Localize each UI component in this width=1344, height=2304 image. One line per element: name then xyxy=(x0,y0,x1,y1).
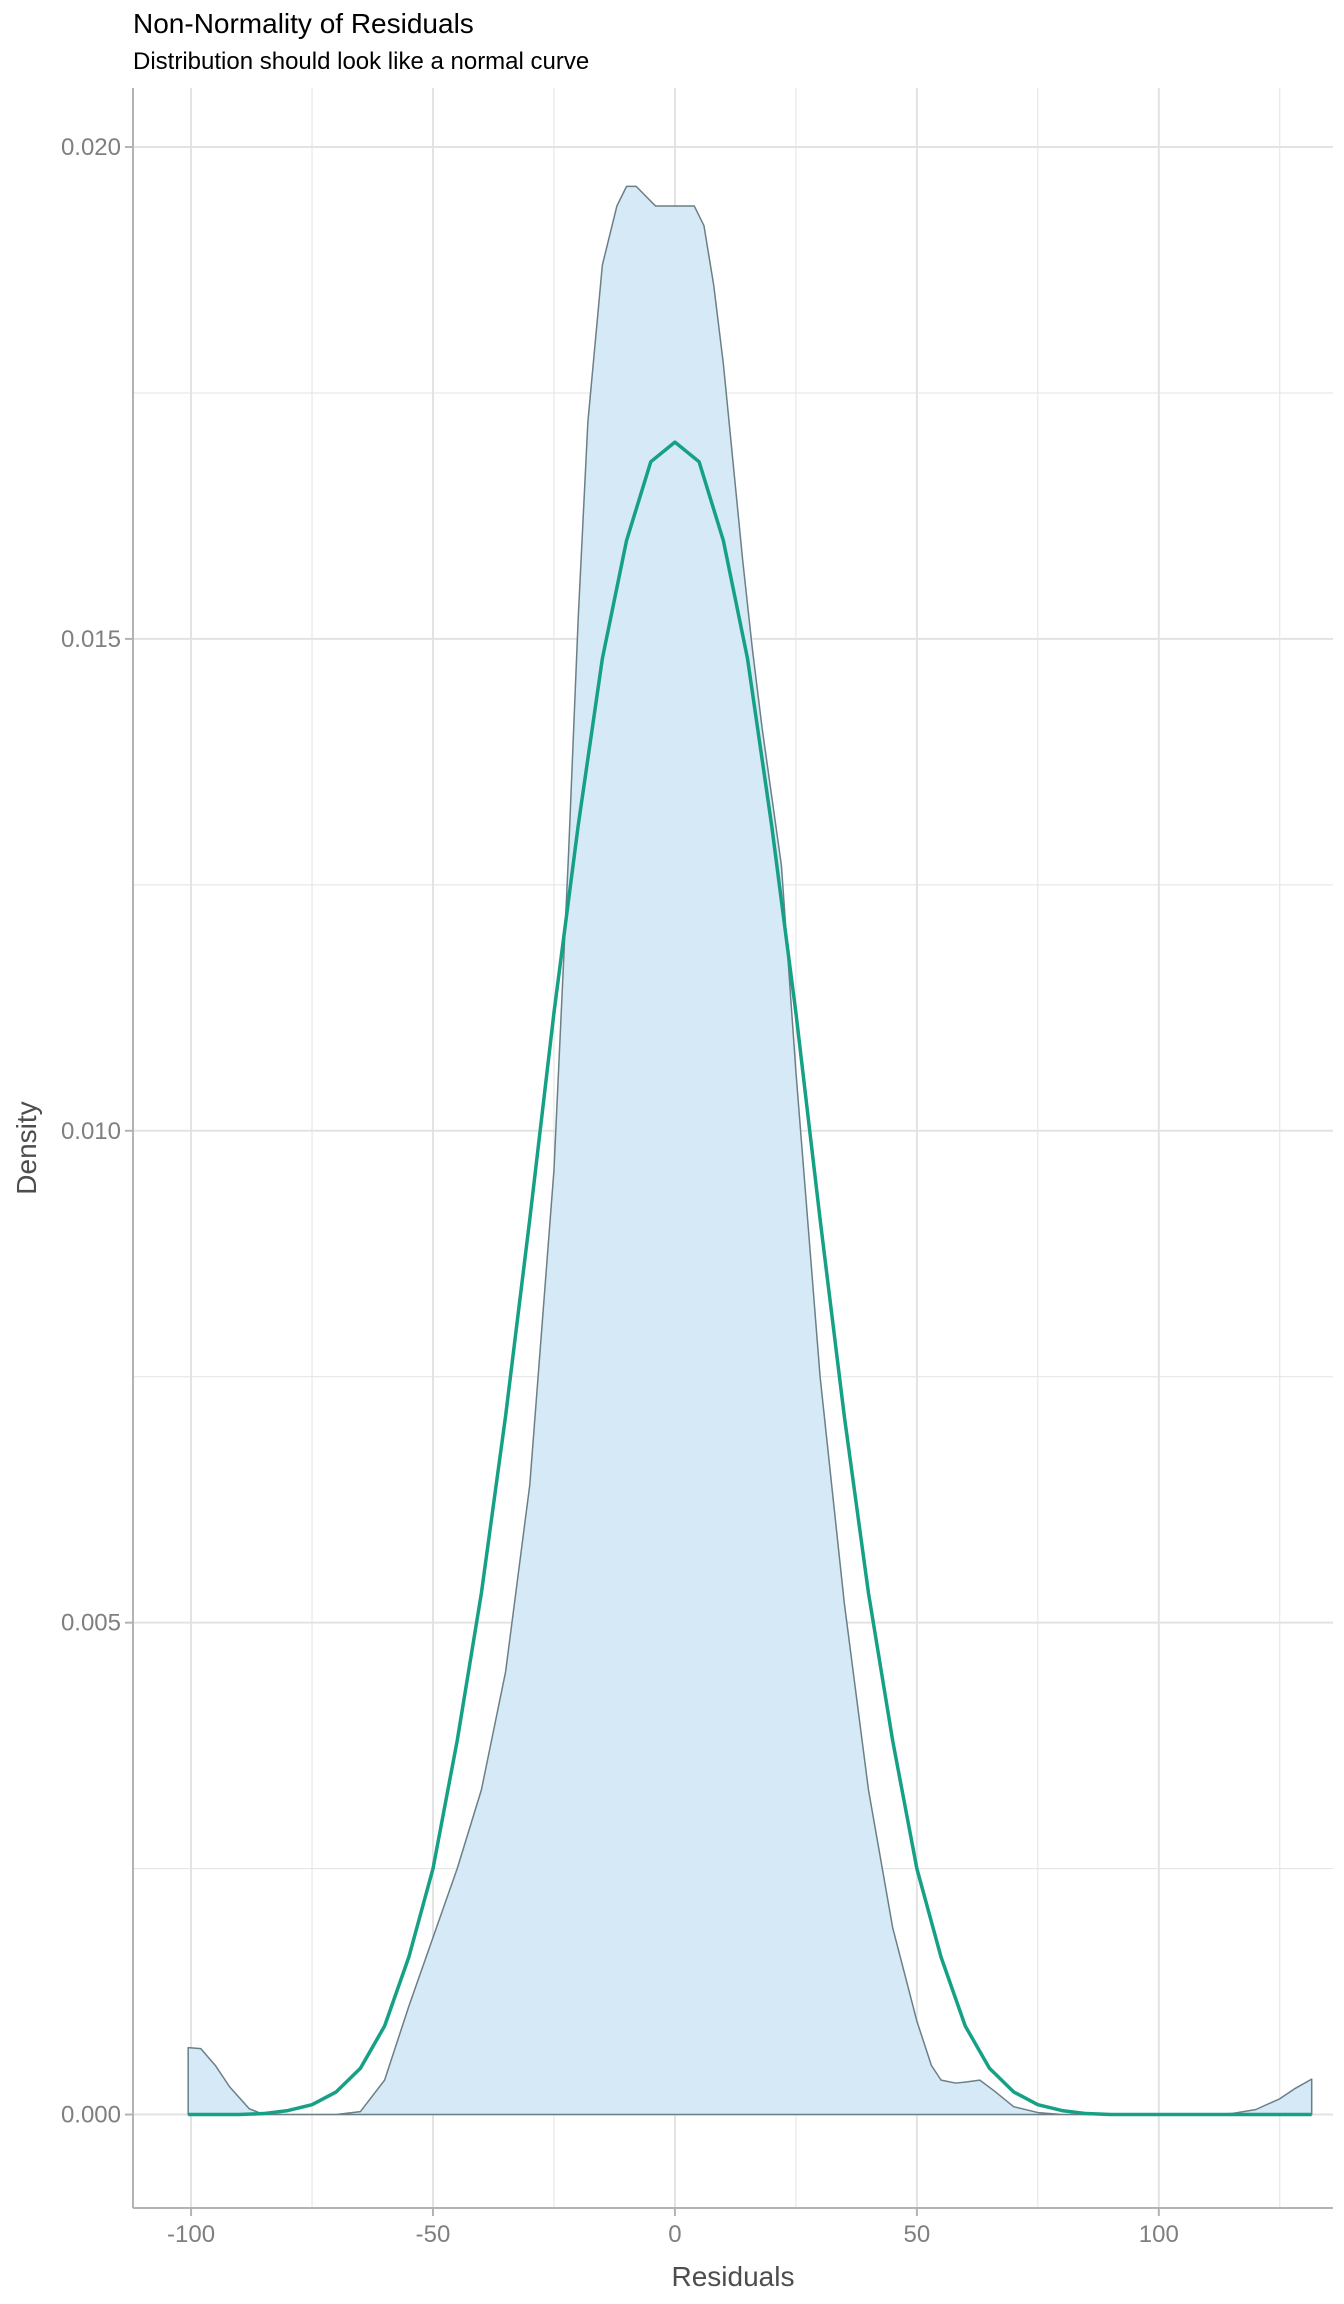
normal-curve-line xyxy=(188,440,1312,2117)
x-tick-label: -100 xyxy=(167,2221,215,2248)
chart-marks xyxy=(187,185,1313,2117)
chart-subtitle: Distribution should look like a normal c… xyxy=(133,48,590,75)
chart-title: Non-Normality of Residuals xyxy=(133,8,474,39)
axes xyxy=(125,88,1333,2216)
y-tick-label: 0.015 xyxy=(61,626,121,653)
x-tick-label: 0 xyxy=(668,2221,681,2248)
y-tick-label: 0.020 xyxy=(61,134,121,161)
y-axis-label: Density xyxy=(11,1101,42,1194)
y-tick-label: 0.010 xyxy=(61,1118,121,1145)
x-axis-label: Residuals xyxy=(672,2261,795,2292)
density-area xyxy=(187,185,1313,2116)
x-tick-label: 100 xyxy=(1139,2221,1179,2248)
y-tick-label: 0.005 xyxy=(61,1610,121,1637)
y-tick-label: 0.000 xyxy=(61,2102,121,2129)
x-tick-label: -50 xyxy=(416,2221,451,2248)
tick-labels: -100 -50 0 50 100 0.000 0.005 0.010 0.015 0.020 xyxy=(61,134,1179,2248)
x-tick-label: 50 xyxy=(904,2221,931,2248)
